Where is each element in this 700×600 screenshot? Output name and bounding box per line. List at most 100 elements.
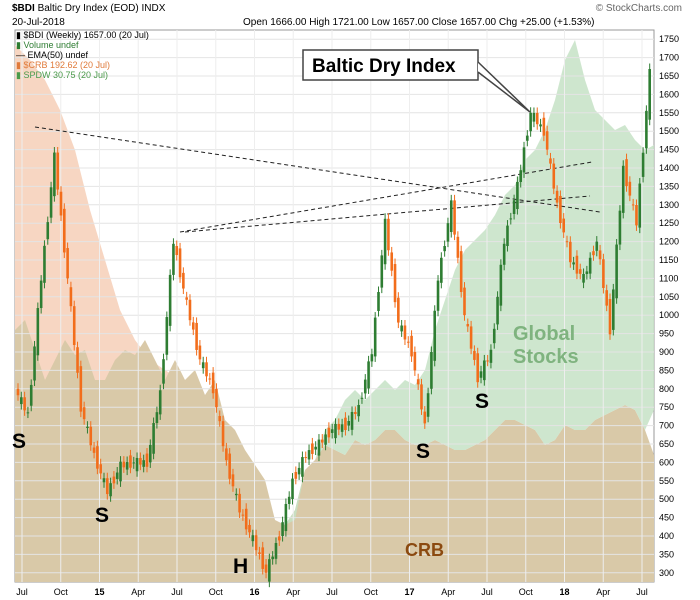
candle-body xyxy=(53,152,56,197)
callout-box xyxy=(302,49,479,81)
chart-symbol-title: $BDI Baltic Dry Index (EOD) INDX xyxy=(12,3,165,14)
candle-body xyxy=(526,135,529,141)
x-tick-label: Apr xyxy=(131,587,145,597)
y-axis: 300 350 400 450 500 550 600 650 700 750 800 850 900 9… xyxy=(659,34,679,578)
x-tick-label: Apr xyxy=(441,587,455,597)
y-tick-label: 1500 xyxy=(659,126,679,136)
candle-body xyxy=(387,218,390,251)
candle-body xyxy=(370,354,374,362)
legend-crb-text: $CRB 192.62 (20 Jul) xyxy=(23,60,110,70)
candle-body xyxy=(175,246,179,256)
candle-body xyxy=(350,411,354,430)
spdw-area xyxy=(285,40,654,525)
candle-body xyxy=(631,204,635,206)
candle-body xyxy=(516,181,519,210)
candle-body xyxy=(254,535,258,551)
legend-item-spdw: ▮ SPDW 30.75 (20 Jul) xyxy=(16,70,108,80)
x-tick-label: Jul xyxy=(326,587,338,597)
candle-body xyxy=(430,352,433,389)
candle-body xyxy=(615,244,618,299)
candle-body xyxy=(535,112,539,125)
x-tick-label: Oct xyxy=(364,587,379,597)
candle-body xyxy=(357,404,360,417)
candle-body xyxy=(36,308,40,356)
trendline-neckline-down xyxy=(34,126,601,213)
y-tick-label: 650 xyxy=(659,439,674,449)
candle-body xyxy=(330,429,334,433)
candle-body xyxy=(158,390,162,415)
y-tick-label: 1200 xyxy=(659,237,679,247)
open-label: Open xyxy=(243,17,268,28)
candle-body xyxy=(602,259,605,288)
candle-body xyxy=(473,350,476,360)
candle-body xyxy=(201,362,205,369)
candle-body xyxy=(648,69,651,120)
candle-body xyxy=(545,131,549,150)
candle-body xyxy=(248,524,251,533)
candle-body xyxy=(476,353,480,383)
candle-body xyxy=(618,210,622,245)
candle-body xyxy=(86,426,89,428)
candle-body xyxy=(39,280,43,309)
candle-body xyxy=(208,378,212,380)
crb-area xyxy=(15,320,654,582)
close-value: 1657.00 xyxy=(459,17,497,28)
candle-body xyxy=(529,112,532,132)
callout-pointer xyxy=(477,61,531,113)
candle-body xyxy=(327,427,331,438)
candle-body xyxy=(598,250,602,260)
candle-body xyxy=(168,274,172,326)
candle-body xyxy=(638,183,642,228)
candle-body xyxy=(198,345,202,360)
candle-body xyxy=(539,124,542,127)
candle-body xyxy=(244,508,248,530)
candle-body xyxy=(311,443,314,454)
candle-body xyxy=(562,218,566,233)
candle-body xyxy=(592,251,595,256)
pattern-s-right-2: S xyxy=(475,390,489,413)
low-label: Low xyxy=(371,17,390,28)
candle-body xyxy=(99,464,102,474)
candle-body xyxy=(400,325,403,332)
candle-body xyxy=(105,478,109,495)
y-tick-label: 750 xyxy=(659,402,674,412)
candle-body xyxy=(621,165,625,213)
legend-item-bdi: ▮ $BDI (Weekly) 1657.00 (20 Jul) xyxy=(16,30,149,40)
candle-body xyxy=(59,191,63,216)
legend-ema-text: EMA(50) undef xyxy=(27,50,89,60)
candle-body xyxy=(26,412,30,414)
candle-body xyxy=(449,200,453,233)
candle-body xyxy=(145,453,149,467)
legend: ▮ $BDI (Weekly) 1657.00 (20 Jul) ▮ Volum… xyxy=(16,30,149,80)
bdi-candles xyxy=(16,63,651,588)
y-tick-label: 1650 xyxy=(659,71,679,81)
candle-body xyxy=(294,471,298,479)
candle-body xyxy=(628,181,632,196)
candle-body xyxy=(635,204,638,226)
candle-body xyxy=(605,290,608,306)
candle-body xyxy=(56,152,59,190)
candle-body xyxy=(582,273,585,283)
y-tick-label: 700 xyxy=(659,421,674,431)
candle-body xyxy=(46,222,50,240)
candle-body xyxy=(502,243,506,265)
y-tick-label: 1600 xyxy=(659,89,679,99)
candle-body xyxy=(403,325,407,340)
y-tick-label: 1250 xyxy=(659,218,679,228)
candle-body xyxy=(33,346,36,381)
candle-body xyxy=(297,467,301,475)
pattern-s-left-1: S xyxy=(12,430,26,453)
candle-body xyxy=(486,360,489,362)
legend-bdi-text: $BDI (Weekly) 1657.00 (20 Jul) xyxy=(23,30,149,40)
candle-body xyxy=(225,448,228,461)
global-stocks-label-2: Stocks xyxy=(513,346,579,368)
symbol-text: $BDI xyxy=(12,3,35,14)
candle-body xyxy=(66,248,69,279)
legend-spdw-text: SPDW 30.75 (20 Jul) xyxy=(23,70,108,80)
candle-body xyxy=(489,349,493,363)
candle-body xyxy=(453,200,456,235)
candle-body xyxy=(29,384,33,406)
candle-body xyxy=(354,411,357,415)
candle-body xyxy=(96,446,99,469)
